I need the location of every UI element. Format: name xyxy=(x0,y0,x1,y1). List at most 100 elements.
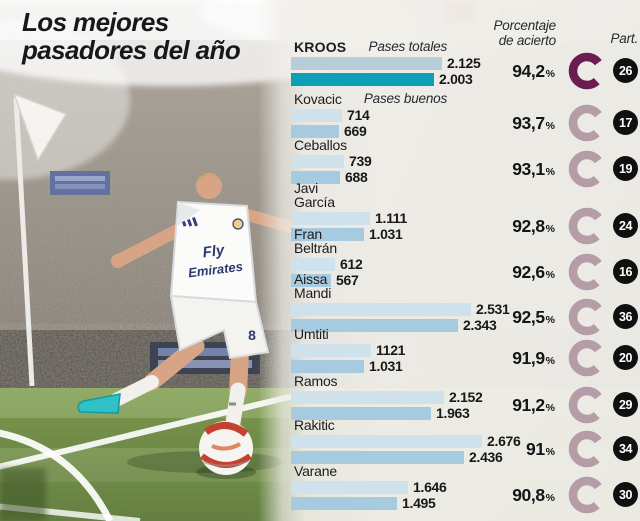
matches-badge: 17 xyxy=(613,110,638,135)
good-passes-value: 2.343 xyxy=(463,317,497,333)
percent-symbol: % xyxy=(545,446,555,458)
total-passes-value: 2.152 xyxy=(449,389,483,405)
player-bars: 1.646 1.495 xyxy=(291,479,447,512)
accuracy-number: 93,7 xyxy=(512,113,545,133)
percent-symbol: % xyxy=(545,120,555,132)
crest-icon xyxy=(232,218,244,230)
good-passes-bar xyxy=(291,496,397,510)
accuracy-ring-icon xyxy=(568,207,606,245)
percent-symbol: % xyxy=(545,314,555,326)
accuracy-number: 92,5 xyxy=(512,307,545,327)
player-name: Rakitic xyxy=(294,417,335,433)
player-bars: 612 567 xyxy=(291,256,363,289)
total-passes-value: 1121 xyxy=(376,342,406,358)
total-passes-bar xyxy=(291,211,370,225)
accuracy-value: 91,9% xyxy=(487,347,555,372)
matches-badge: 20 xyxy=(613,345,638,370)
percent-symbol: % xyxy=(545,355,555,367)
player-name: Kovacic xyxy=(294,91,342,107)
jersey-sponsor-line2: Emirates xyxy=(187,259,243,281)
total-passes-bar xyxy=(291,108,342,122)
player-name: Fran Beltrán xyxy=(294,226,337,256)
accuracy-number: 92,8 xyxy=(512,216,545,236)
adidas-logo-icon xyxy=(182,216,198,227)
accuracy-value: 91,2% xyxy=(487,394,555,419)
accuracy-ring-icon xyxy=(568,476,606,514)
percent-symbol: % xyxy=(545,68,555,80)
shorts xyxy=(169,294,270,360)
player-bars: 1.111 1.031 xyxy=(291,210,407,243)
accuracy-ring-icon xyxy=(568,52,606,90)
player-name: Ceballos xyxy=(294,137,347,153)
player-bars: 2.676 2.436 xyxy=(291,433,521,466)
total-passes-bar xyxy=(291,390,444,404)
player-bars: 739 688 xyxy=(291,153,372,186)
total-passes-bar xyxy=(291,257,335,271)
total-passes-value: 739 xyxy=(349,153,372,169)
good-passes-bar xyxy=(291,227,364,241)
good-passes-value: 1.031 xyxy=(369,358,403,374)
total-passes-bar xyxy=(291,302,471,316)
player-name: Ramos xyxy=(294,373,338,389)
good-passes-bar xyxy=(291,273,331,287)
percent-symbol: % xyxy=(545,166,555,178)
player-bars: 714 669 xyxy=(291,107,370,140)
accuracy-number: 91,9 xyxy=(512,348,545,368)
matches-badge: 24 xyxy=(613,213,638,238)
football-icon xyxy=(196,421,256,479)
total-passes-value: 2.125 xyxy=(447,55,481,71)
accuracy-ring-icon xyxy=(568,253,606,291)
total-passes-bar xyxy=(291,343,371,357)
header-matches: Part. xyxy=(610,31,638,46)
accuracy-value: 93,1% xyxy=(487,158,555,183)
good-passes-bar xyxy=(291,318,458,332)
player-row: Fran Beltrán 612 567 92,6% 16 xyxy=(291,226,640,291)
good-passes-value: 1.963 xyxy=(436,405,470,421)
accuracy-value: 94,2% xyxy=(487,60,555,85)
corner-arc xyxy=(0,429,114,521)
player-name: Varane xyxy=(294,463,337,479)
player-head xyxy=(196,173,222,199)
total-passes-value: 714 xyxy=(347,107,370,123)
accuracy-number: 91 xyxy=(525,439,545,459)
player-name: Aissa Mandi xyxy=(294,271,332,301)
total-passes-bar xyxy=(291,480,408,494)
good-passes-bar xyxy=(291,406,431,420)
matches-badge: 19 xyxy=(613,156,638,181)
total-passes-value: 2.531 xyxy=(476,301,510,317)
total-passes-value: 1.646 xyxy=(413,479,447,495)
good-passes-value: 1.031 xyxy=(369,226,403,242)
accuracy-ring-icon xyxy=(568,104,606,142)
total-passes-value: 2.676 xyxy=(487,433,521,449)
total-passes-value: 1.111 xyxy=(375,210,407,226)
accuracy-ring-icon xyxy=(568,430,606,468)
header-total-passes: Pases totales xyxy=(368,39,448,54)
matches-badge: 30 xyxy=(613,482,638,507)
header-accuracy: Porcentaje de acierto xyxy=(493,18,556,48)
title-line2: pasadores del año xyxy=(22,35,241,65)
good-passes-bar xyxy=(291,72,434,86)
accuracy-value: 93,7% xyxy=(487,112,555,137)
good-passes-value: 2.436 xyxy=(469,449,503,465)
percent-symbol: % xyxy=(545,402,555,414)
header-good-passes: Pases buenos xyxy=(363,91,447,106)
player-bars: 2.531 2.343 xyxy=(291,301,510,334)
title-line1: Los mejores xyxy=(22,7,169,37)
good-passes-value: 1.495 xyxy=(402,495,436,511)
accuracy-value: 91% xyxy=(487,438,555,463)
player-row: Varane 1.646 1.495 90,8% 30 xyxy=(291,464,640,516)
teal-boot xyxy=(77,393,121,414)
player-bars: 1121 1.031 xyxy=(291,342,406,375)
accuracy-ring-icon xyxy=(568,339,606,377)
matches-badge: 16 xyxy=(613,259,638,284)
accuracy-number: 94,2 xyxy=(512,61,545,81)
accuracy-ring-icon xyxy=(568,386,606,424)
accuracy-ring-icon xyxy=(568,298,606,336)
player-row: Kovacic 714 669 93,7% 17 xyxy=(291,92,640,144)
player-name: Umtiti xyxy=(294,326,329,342)
corner-flag-icon xyxy=(12,92,68,387)
matches-badge: 29 xyxy=(613,392,638,417)
player-row: Ramos 2.152 1.963 91,2% 29 xyxy=(291,374,640,426)
jersey-sponsor-line1: Fly xyxy=(202,242,226,262)
